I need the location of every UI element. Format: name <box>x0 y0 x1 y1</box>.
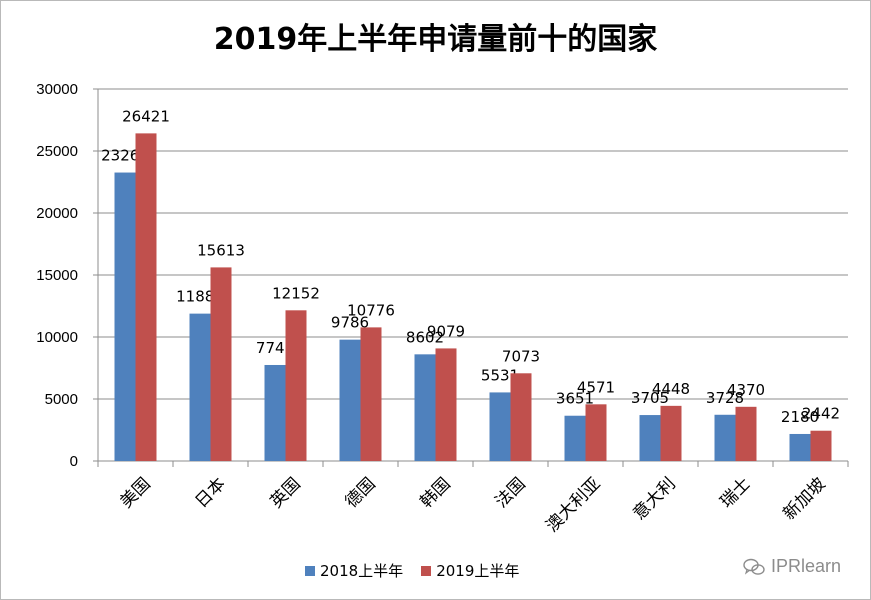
data-label: 10776 <box>347 301 395 319</box>
bar <box>360 327 382 461</box>
watermark-text: IPRlearn <box>770 556 841 576</box>
bar <box>264 364 286 461</box>
data-label: 26421 <box>122 107 170 125</box>
y-tick-label: 0 <box>70 453 78 470</box>
data-label: 3728 <box>706 389 744 407</box>
bar <box>660 405 682 461</box>
data-label: 12152 <box>272 284 320 302</box>
bar <box>564 415 586 461</box>
wechat-icon <box>743 558 765 575</box>
legend-label-2019: 2019上半年 <box>436 562 520 580</box>
category-label: 瑞士 <box>716 474 754 512</box>
bar <box>639 415 661 461</box>
bar <box>135 133 157 462</box>
category-label: 意大利 <box>629 474 679 524</box>
legend-item-2019: 2019上半年 <box>421 560 519 581</box>
y-tick-label: 30000 <box>36 81 78 98</box>
bar <box>789 433 811 461</box>
legend-swatch-2018 <box>305 565 315 576</box>
data-label: 3705 <box>631 389 669 407</box>
y-tick-label: 10000 <box>36 329 78 346</box>
bar <box>285 310 307 461</box>
bar <box>210 267 232 461</box>
data-label: 2442 <box>802 405 840 423</box>
bar <box>339 339 361 461</box>
legend-item-2018: 2018上半年 <box>305 560 403 581</box>
y-tick-label: 20000 <box>36 205 78 222</box>
bar <box>510 373 532 461</box>
chart-title: 2019年上半年申请量前十的国家 <box>213 22 658 57</box>
bar <box>414 354 436 461</box>
bar <box>114 172 136 461</box>
y-tick-label: 15000 <box>36 267 78 284</box>
bar <box>189 313 211 461</box>
bar <box>810 430 832 461</box>
y-tick-label: 5000 <box>45 391 78 408</box>
category-label: 澳大利亚 <box>542 474 604 536</box>
category-label: 韩国 <box>416 474 454 512</box>
legend-label-2018: 2018上半年 <box>320 562 404 580</box>
legend-swatch-2019 <box>421 565 432 576</box>
category-label: 日本 <box>191 474 229 512</box>
data-label: 7073 <box>502 347 540 365</box>
watermark: IPRlearn <box>743 556 841 577</box>
category-label: 法国 <box>491 474 529 512</box>
bar <box>435 348 457 461</box>
data-label: 9079 <box>427 322 465 340</box>
bar <box>714 414 736 461</box>
data-label: 2180 <box>781 408 819 426</box>
y-tick-label: 25000 <box>36 143 78 160</box>
data-label: 4571 <box>577 378 615 396</box>
data-label: 4370 <box>727 381 765 399</box>
bar <box>585 404 607 461</box>
data-label: 8602 <box>406 328 444 346</box>
data-label: 5531 <box>481 366 519 384</box>
bar <box>735 406 757 461</box>
category-label: 美国 <box>116 474 154 512</box>
data-label: 15613 <box>197 241 245 259</box>
category-label: 英国 <box>266 474 304 512</box>
legend: 2018上半年 2019上半年 <box>305 560 537 581</box>
data-label: 4448 <box>652 380 690 398</box>
category-label: 德国 <box>341 474 379 512</box>
bar <box>489 392 511 461</box>
data-label: 3651 <box>556 390 594 408</box>
data-label: 7743 <box>256 339 294 357</box>
category-label: 新加坡 <box>779 474 829 524</box>
data-label: 9786 <box>331 314 369 332</box>
